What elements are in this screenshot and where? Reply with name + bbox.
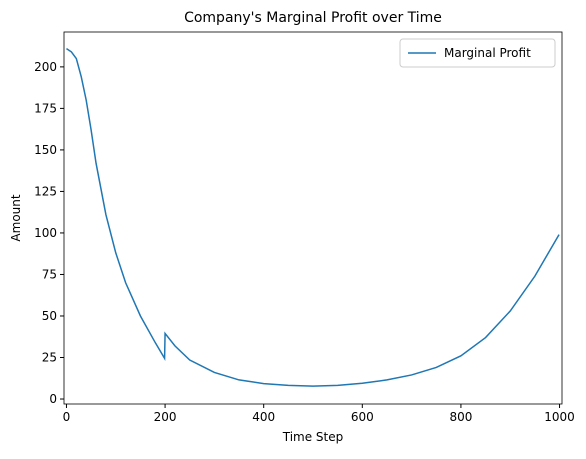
- x-tick-label: 400: [252, 410, 275, 424]
- y-tick-label: 0: [49, 392, 57, 406]
- x-tick-label: 600: [351, 410, 374, 424]
- x-tick-label: 1000: [544, 410, 575, 424]
- chart-title: Company's Marginal Profit over Time: [184, 10, 442, 26]
- legend-box: [399, 38, 556, 68]
- plot-frame: [63, 31, 563, 405]
- y-tick-label: 75: [42, 267, 57, 281]
- x-axis-label: Time Step: [282, 430, 344, 444]
- x-tick-label: 0: [63, 410, 71, 424]
- y-tick-label: 150: [34, 143, 57, 157]
- data-line: [66, 47, 560, 387]
- y-tick-label: 125: [34, 184, 57, 198]
- x-tick-label: 800: [449, 410, 472, 424]
- y-tick-label: 175: [34, 101, 57, 115]
- y-tick-label: 50: [42, 309, 57, 323]
- y-tick-label: 200: [34, 60, 57, 74]
- y-axis-label: Amount: [9, 194, 23, 241]
- y-tick-label: 25: [42, 351, 57, 365]
- x-tick-label: 200: [154, 410, 177, 424]
- legend-label: Marginal Profit: [444, 46, 531, 60]
- y-tick-label: 100: [34, 226, 57, 240]
